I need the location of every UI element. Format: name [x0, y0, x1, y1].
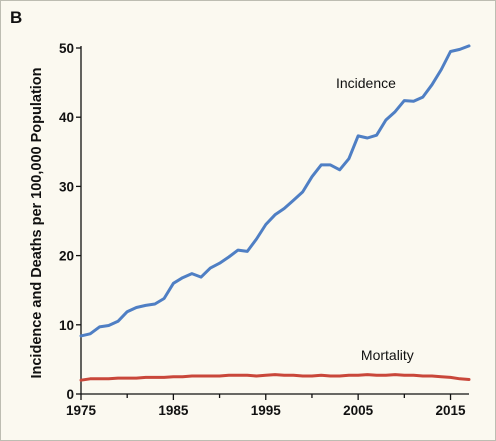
x-tick-label: 1985 [158, 403, 189, 418]
axes [80, 46, 469, 395]
x-tick-label: 1995 [251, 403, 282, 418]
tick-labels: 0 10 20 30 40 50 1975 1985 1995 2005 2015 [59, 41, 466, 418]
y-tick-label: 40 [59, 110, 74, 125]
series-labels: Incidence Mortality [336, 75, 414, 363]
series-line-mortality [79, 373, 471, 382]
y-tick-label: 50 [59, 41, 74, 56]
panel-label: B [10, 8, 22, 27]
series-line-incidence [79, 44, 471, 338]
y-tick-label: 10 [59, 318, 74, 333]
tick-marks [76, 47, 452, 400]
y-tick-label: 0 [66, 387, 74, 402]
series-label-mortality: Mortality [361, 347, 414, 363]
x-tick-label: 1975 [66, 403, 97, 418]
y-tick-label: 20 [59, 249, 74, 264]
series-label-incidence: Incidence [336, 75, 396, 91]
x-tick-label: 2005 [343, 403, 374, 418]
x-tick-label: 2015 [436, 403, 467, 418]
y-tick-label: 30 [59, 179, 74, 194]
y-axis-title: Incidence and Deaths per 100,000 Populat… [29, 67, 45, 378]
series-lines [79, 44, 471, 382]
